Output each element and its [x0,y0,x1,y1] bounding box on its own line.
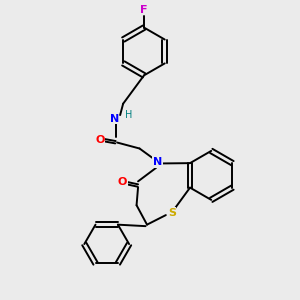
Text: S: S [168,208,176,218]
Text: N: N [153,157,162,167]
Text: H: H [124,110,132,120]
Text: O: O [95,134,105,145]
Text: N: N [110,114,119,124]
Text: O: O [118,177,127,187]
Text: F: F [140,5,148,15]
